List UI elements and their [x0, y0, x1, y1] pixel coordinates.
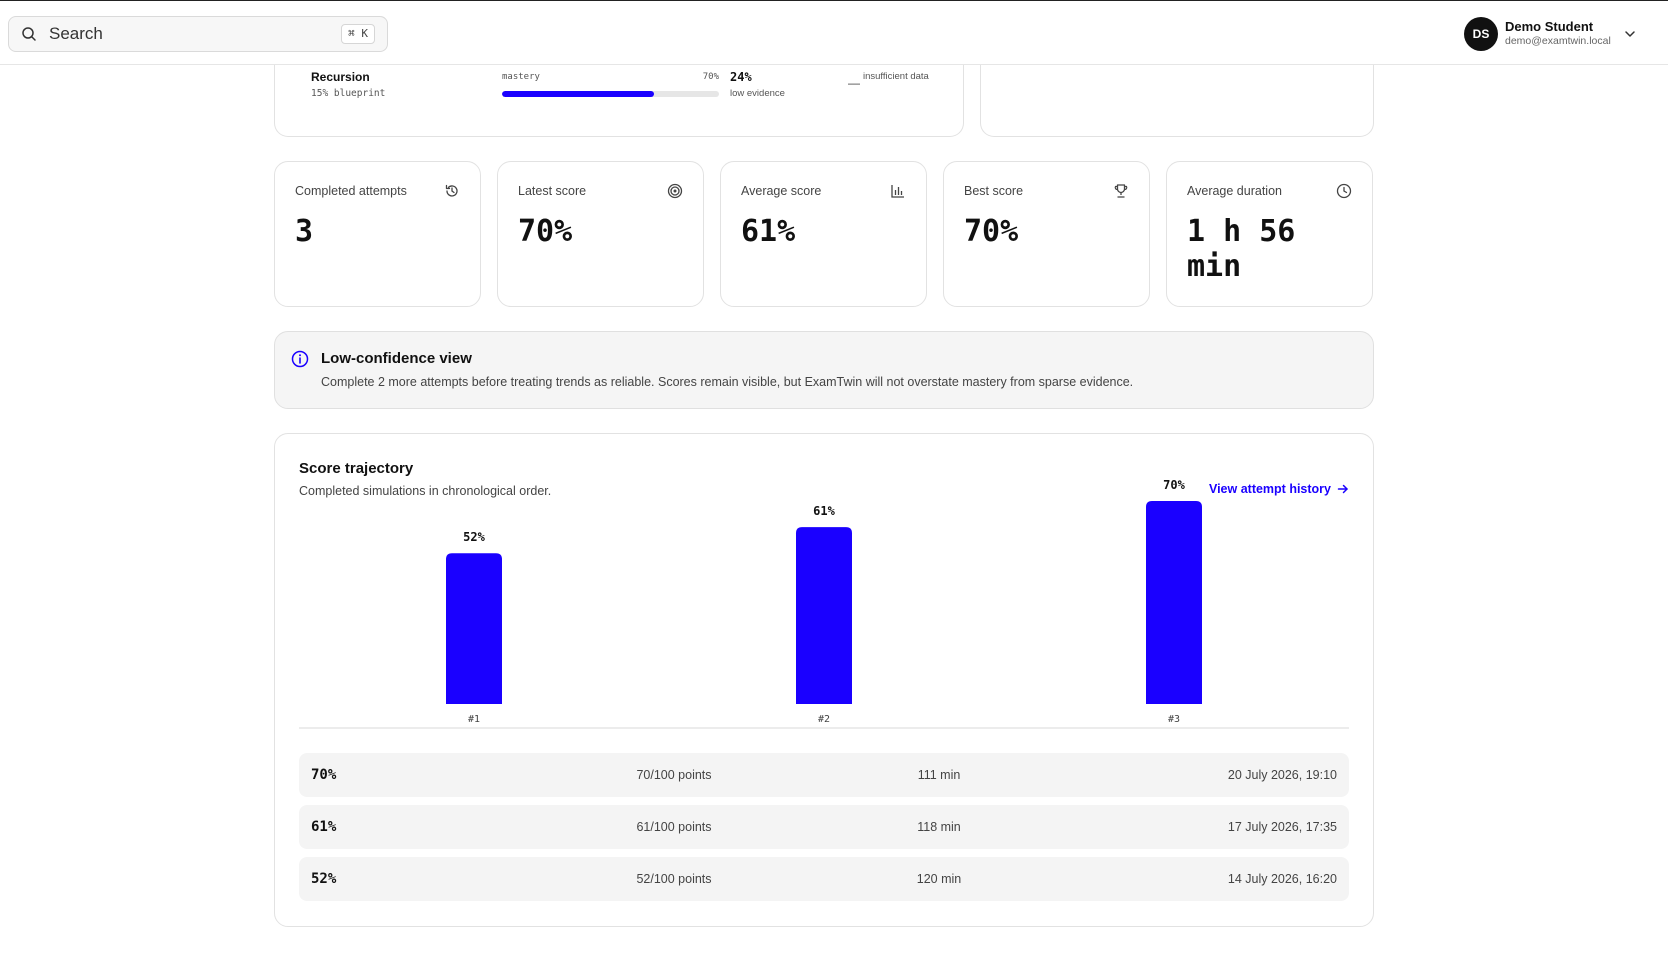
section-subtitle: Completed simulations in chronological o…	[299, 484, 552, 498]
stat-card-best-score: Best score 70%	[943, 161, 1150, 307]
attempt-date: 14 July 2026, 16:20	[1227, 872, 1337, 886]
stat-value: 3	[295, 214, 314, 249]
bar-chart-icon	[891, 185, 904, 198]
score-bar-chart: 52% #1 61% #2 70% #3	[299, 478, 1349, 729]
stat-label: Average score	[741, 184, 822, 198]
stat-card-average-duration: Average duration 1 h 56 min	[1166, 161, 1373, 307]
stat-label: Average duration	[1187, 184, 1282, 198]
arrow-right-icon	[1337, 484, 1348, 494]
stat-card-completed-attempts: Completed attempts 3	[274, 161, 481, 307]
attempt-date: 20 July 2026, 19:10	[1227, 768, 1337, 782]
attempt-row[interactable]: 61% 61/100 points 118 min 17 July 2026, …	[299, 805, 1349, 849]
x-tick-label: #1	[468, 714, 480, 725]
topic-name: Recursion	[311, 70, 370, 84]
search-placeholder: Search	[49, 24, 103, 43]
chart-bar	[796, 527, 852, 704]
attempt-points: 70/100 points	[636, 768, 712, 782]
evidence-label: low evidence	[730, 88, 785, 99]
mastery-value: 70%	[702, 72, 719, 82]
info-icon	[291, 350, 309, 368]
search-input[interactable]: Search ⌘ K	[8, 16, 388, 52]
stat-label: Latest score	[518, 184, 587, 198]
chart-bar	[446, 553, 502, 704]
attempt-row[interactable]: 70% 70/100 points 111 min 20 July 2026, …	[299, 753, 1349, 797]
attempt-duration: 120 min	[916, 872, 962, 886]
avatar: DS	[1464, 17, 1498, 51]
attempt-score: 70%	[311, 767, 337, 783]
bar-value-label: 70%	[1163, 478, 1185, 492]
x-tick-label: #3	[1168, 714, 1180, 725]
status-badge: insufficient data	[863, 71, 929, 82]
x-tick-label: #2	[818, 714, 830, 725]
stat-value: 70%	[964, 214, 1019, 249]
topic-weight: 15% blueprint	[311, 88, 386, 99]
attempt-score: 52%	[311, 871, 337, 887]
chart-bar	[1146, 501, 1202, 704]
user-menu[interactable]: DS Demo Student demo@examtwin.local	[1464, 17, 1637, 51]
bar-value-label: 61%	[813, 504, 835, 518]
view-attempt-history-link[interactable]: View attempt history	[1209, 482, 1349, 496]
evidence-value: 24%	[730, 70, 752, 84]
stat-label: Completed attempts	[295, 184, 407, 198]
attempt-row[interactable]: 52% 52/100 points 120 min 14 July 2026, …	[299, 857, 1349, 901]
search-icon	[22, 27, 36, 41]
stat-value: 70%	[518, 214, 573, 249]
score-trajectory-card: Score trajectory Completed simulations i…	[274, 433, 1374, 927]
mastery-progress-fill	[502, 91, 654, 97]
stat-value: 1 h 56 min	[1187, 214, 1296, 284]
status-dash: —	[848, 76, 860, 90]
mastery-label: mastery	[502, 72, 540, 82]
top-bar: Search ⌘ K DS Demo Student demo@examtwin…	[0, 0, 1668, 65]
user-email: demo@examtwin.local	[1505, 35, 1611, 48]
mastery-progress-bar	[502, 91, 719, 97]
target-icon	[667, 183, 683, 199]
section-title: Score trajectory	[299, 460, 414, 477]
user-name: Demo Student	[1505, 19, 1594, 35]
bar-value-label: 52%	[463, 530, 485, 544]
attempt-date: 17 July 2026, 17:35	[1227, 820, 1337, 834]
trophy-icon	[1114, 184, 1128, 198]
stat-card-latest-score: Latest score 70%	[497, 161, 704, 307]
attempt-points: 52/100 points	[636, 872, 712, 886]
clock-icon	[1336, 183, 1352, 199]
banner-text: Complete 2 more attempts before treating…	[321, 375, 1134, 389]
history-icon	[445, 184, 458, 197]
attempt-points: 61/100 points	[636, 820, 712, 834]
stat-card-average-score: Average score 61%	[720, 161, 927, 307]
search-shortcut-badge: ⌘ K	[341, 24, 375, 44]
stat-label: Best score	[964, 184, 1024, 198]
stat-value: 61%	[741, 214, 796, 249]
low-confidence-banner: Low-confidence view Complete 2 more atte…	[274, 331, 1374, 409]
attempt-list: 70% 70/100 points 111 min 20 July 2026, …	[299, 753, 1349, 909]
attempt-score: 61%	[311, 819, 337, 835]
chevron-down-icon[interactable]	[1623, 27, 1637, 41]
attempt-duration: 118 min	[917, 820, 961, 834]
link-label: View attempt history	[1208, 482, 1331, 496]
attempt-duration: 111 min	[917, 768, 961, 782]
banner-title: Low-confidence view	[321, 350, 472, 367]
